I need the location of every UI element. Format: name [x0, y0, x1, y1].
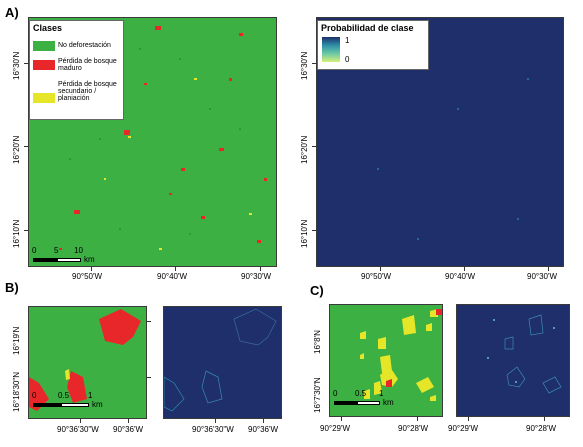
map-c-probability-outlines [487, 314, 562, 394]
classes-legend: Clases No deforestación Pérdida de bosqu… [29, 20, 124, 120]
b2-x-label-2: 90°36'W [248, 425, 279, 434]
legend-swatch-secondary-forest-loss [33, 93, 55, 103]
legend-label-no-deforestation: No deforestación [58, 42, 111, 49]
map-c-probability[interactable] [456, 304, 570, 417]
c2-x-label-2: 90°28'W [526, 424, 557, 433]
probability-legend: Probabilidad de clase 1 0 [317, 20, 429, 70]
a2-x-label-1: 90°50'W [361, 272, 392, 281]
a2-y-label-2: 16°20'N [300, 135, 309, 164]
probability-gradient [322, 37, 340, 62]
map-a-probability-speckle [377, 78, 529, 240]
a-y-label-1: 16°30'N [12, 51, 21, 80]
probability-legend-title: Probabilidad de clase [321, 23, 414, 33]
c-y-label-1: 16°8'N [313, 330, 322, 354]
b-x-label-2: 90°36'W [113, 425, 144, 434]
a2-y-label-1: 16°30'N [300, 51, 309, 80]
b2-x-label-1: 90°36'30"W [192, 425, 234, 434]
legend-label-secondary-forest-loss: Pérdida de bosque secundario / planiació… [58, 81, 117, 102]
panel-label-b: B) [5, 280, 19, 295]
scale-tick-10: 10 [74, 246, 83, 255]
scale-tick-0: 0 [32, 246, 37, 255]
panel-label-c: C) [310, 283, 324, 298]
scale-bar-a: 0 5 10 km [32, 246, 112, 266]
b-y-label-1: 16°19'N [12, 326, 21, 355]
a-x-label-1: 90°50'W [72, 272, 103, 281]
a2-y-label-3: 16°10'N [300, 219, 309, 248]
map-a-probability[interactable]: Probabilidad de clase 1 0 [316, 17, 564, 267]
b-y-label-2: 16°18'30"N [12, 371, 21, 412]
panel-label-a: A) [5, 5, 19, 20]
map-b-classes-patches [29, 309, 141, 411]
legend-swatch-no-deforestation [33, 41, 55, 51]
scale-bar-c: 0 0.5 1 km [333, 389, 394, 407]
map-b-classes[interactable]: 0 0.5 1 km [28, 306, 147, 419]
a-x-label-2: 90°40'W [157, 272, 188, 281]
probability-max: 1 [345, 36, 350, 45]
a2-x-label-3: 90°30'W [527, 272, 558, 281]
legend-swatch-mature-forest-loss [33, 60, 55, 70]
map-b-probability-outlines [164, 308, 277, 412]
map-c-classes-patches [360, 309, 442, 401]
c-y-label-2: 16°7'30"N [313, 377, 322, 413]
map-b-probability[interactable] [163, 306, 282, 419]
a-y-label-2: 16°20'N [12, 135, 21, 164]
a-x-label-3: 90°30'W [241, 272, 272, 281]
c2-x-label-1: 90°29'W [448, 424, 479, 433]
a2-x-label-2: 90°40'W [445, 272, 476, 281]
probability-min: 0 [345, 55, 350, 64]
legend-label-mature-forest-loss: Pérdida de bosque maduro [58, 58, 117, 72]
scale-bar-b: 0 0.5 1 km [32, 391, 103, 409]
scale-unit: km [84, 255, 95, 264]
c-x-label-2: 90°28'W [398, 424, 429, 433]
map-c-classes[interactable]: 0 0.5 1 km [329, 304, 443, 417]
classes-legend-title: Clases [33, 23, 63, 33]
map-a-classes[interactable]: Clases No deforestación Pérdida de bosqu… [28, 17, 277, 267]
b-x-label-1: 90°36'30"W [57, 425, 99, 434]
scale-tick-5: 5 [54, 246, 59, 255]
a-y-label-3: 16°10'N [12, 219, 21, 248]
c-x-label-1: 90°29'W [320, 424, 351, 433]
